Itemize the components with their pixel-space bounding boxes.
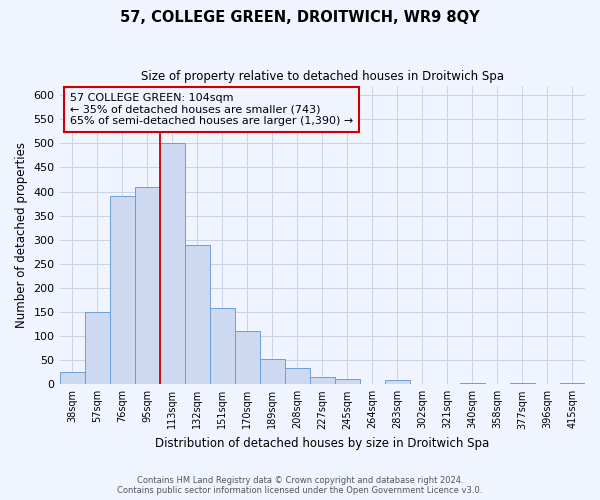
Bar xyxy=(235,332,260,384)
Title: Size of property relative to detached houses in Droitwich Spa: Size of property relative to detached ho… xyxy=(141,70,504,83)
Text: 57 COLLEGE GREEN: 104sqm
← 35% of detached houses are smaller (743)
65% of semi-: 57 COLLEGE GREEN: 104sqm ← 35% of detach… xyxy=(70,93,353,126)
Bar xyxy=(335,380,360,384)
X-axis label: Distribution of detached houses by size in Droitwich Spa: Distribution of detached houses by size … xyxy=(155,437,490,450)
Bar xyxy=(310,377,335,384)
Bar xyxy=(285,368,310,384)
Bar xyxy=(134,186,160,384)
Bar xyxy=(385,380,410,384)
Bar xyxy=(510,383,535,384)
Bar xyxy=(160,144,185,384)
Bar xyxy=(85,312,110,384)
Bar xyxy=(185,244,209,384)
Bar xyxy=(260,359,285,384)
Bar xyxy=(59,372,85,384)
Text: 57, COLLEGE GREEN, DROITWICH, WR9 8QY: 57, COLLEGE GREEN, DROITWICH, WR9 8QY xyxy=(120,10,480,25)
Bar xyxy=(460,383,485,384)
Y-axis label: Number of detached properties: Number of detached properties xyxy=(15,142,28,328)
Text: Contains HM Land Registry data © Crown copyright and database right 2024.
Contai: Contains HM Land Registry data © Crown c… xyxy=(118,476,482,495)
Bar xyxy=(209,308,235,384)
Bar xyxy=(110,196,134,384)
